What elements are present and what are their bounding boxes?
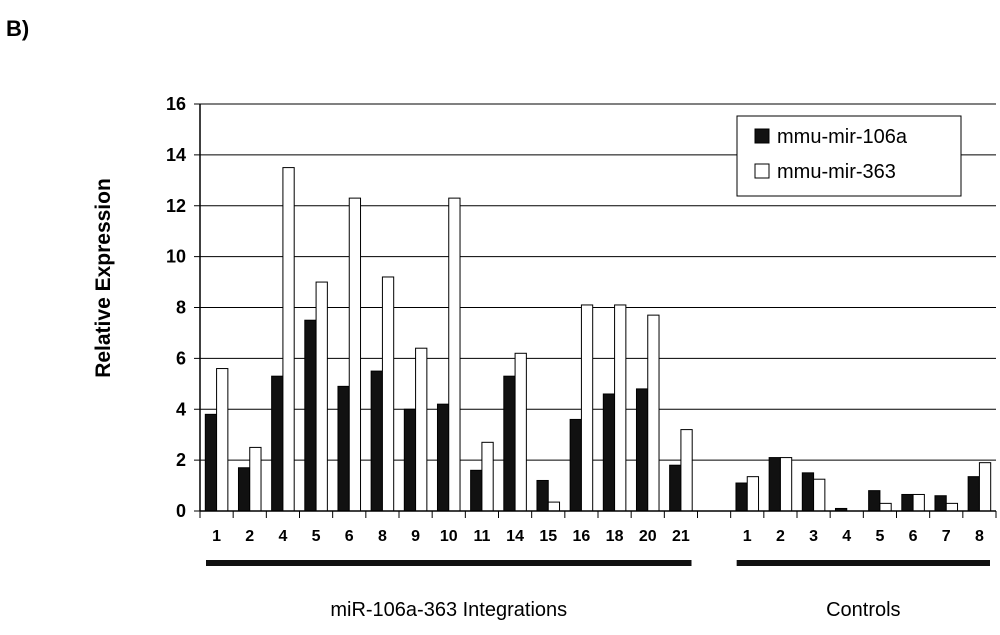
y-tick-label: 0 (176, 501, 186, 521)
bar-mmu-mir-363-21 (680, 429, 693, 512)
bar-mmu-mir-363-4 (282, 167, 295, 512)
bar-mmu-mir-363-6 (912, 493, 925, 512)
group-label: Controls (826, 599, 900, 621)
group-bracket-bar (206, 560, 692, 566)
legend-swatch (754, 163, 770, 179)
bar-mmu-mir-363-1 (746, 476, 760, 512)
x-tick-label: 16 (573, 528, 591, 545)
bar-mmu-mir-106a-6 (337, 385, 350, 512)
bar-mmu-mir-363-5 (315, 281, 328, 512)
y-tick-label: 6 (176, 348, 186, 368)
bar-mmu-mir-363-20 (647, 314, 660, 512)
y-tick-label: 12 (166, 196, 186, 216)
bar-mmu-mir-106a-9 (403, 408, 417, 512)
bar-mmu-mir-106a-1 (735, 482, 748, 512)
x-tick-label: 1 (743, 528, 752, 545)
y-tick-label: 16 (166, 94, 186, 114)
group-bracket-bar (736, 560, 990, 566)
x-tick-label: 4 (842, 528, 851, 545)
x-tick-label: 18 (606, 528, 624, 545)
x-tick-label: 2 (776, 528, 785, 545)
y-axis-ticks: 0 2 4 6 8 10 12 14 16 (166, 94, 200, 521)
y-tick-label: 10 (166, 247, 186, 267)
bar-mmu-mir-106a-18 (602, 393, 616, 512)
bar-mmu-mir-106a-7 (934, 495, 947, 512)
y-tick-label: 14 (166, 145, 186, 165)
bar-mmu-mir-363-11 (481, 441, 494, 512)
bar-mmu-mir-106a-8 (967, 476, 980, 512)
bar-mmu-mir-106a-21 (669, 464, 682, 512)
x-tick-label: 15 (539, 528, 557, 545)
group-label: miR-106a-363 Integrations (330, 599, 567, 621)
bar-mmu-mir-106a-8 (370, 370, 383, 512)
x-tick-label: 5 (312, 528, 321, 545)
bar-mmu-mir-106a-6 (901, 493, 914, 512)
panel-label: B) (6, 16, 29, 41)
bar-mmu-mir-363-10 (448, 197, 461, 512)
bar-mmu-mir-363-5 (879, 502, 892, 512)
y-tick-label: 4 (176, 399, 186, 419)
x-tick-label: 4 (278, 528, 287, 545)
bar-mmu-mir-106a-15 (536, 479, 549, 512)
bar-mmu-mir-106a-4 (271, 375, 284, 512)
x-tick-label: 14 (506, 528, 524, 545)
bar-mmu-mir-363-2 (249, 446, 262, 512)
x-tick-label: 9 (411, 528, 420, 545)
bar-mmu-mir-106a-16 (569, 418, 582, 512)
legend-entry: mmu-mir-363 (777, 161, 896, 183)
x-tick-label: 5 (875, 528, 884, 545)
x-tick-label: 1 (212, 528, 221, 545)
x-tick-label: 8 (378, 528, 387, 545)
bar-mmu-mir-106a-5 (868, 490, 881, 512)
bars (204, 167, 992, 512)
legend-entry: mmu-mir-106a (777, 126, 908, 148)
bar-mmu-mir-106a-11 (470, 469, 483, 512)
gridlines (200, 103, 996, 461)
x-axis-tick-labels: 1 2 4 5 6 8 9 10 11 14 15 16 18 20 21 1 2 3 4 5 6 7 8 (212, 528, 984, 545)
x-tick-label: 11 (473, 528, 490, 545)
x-tick-label: 2 (245, 528, 254, 545)
axes (199, 104, 997, 518)
x-tick-label: 7 (942, 528, 951, 545)
bar-mmu-mir-106a-2 (768, 457, 781, 512)
x-tick-label: 6 (345, 528, 354, 545)
x-tick-label: 8 (975, 528, 984, 545)
bar-mmu-mir-106a-3 (801, 472, 815, 512)
bar-mmu-mir-363-3 (813, 478, 826, 512)
y-axis-label: Relative Expression (92, 178, 115, 378)
bar-mmu-mir-363-18 (614, 304, 627, 512)
bar-mmu-mir-363-9 (415, 347, 428, 512)
bar-mmu-mir-363-8 (978, 462, 992, 512)
legend-swatch (754, 128, 770, 144)
bar-mmu-mir-363-16 (580, 304, 594, 512)
x-tick-label: 20 (639, 528, 657, 545)
bar-mmu-mir-106a-5 (304, 319, 317, 512)
bar-mmu-mir-106a-2 (237, 467, 251, 512)
group-brackets: miR-106a-363 Integrations Controls (206, 560, 990, 621)
bar-mmu-mir-106a-10 (436, 403, 450, 512)
bar-mmu-mir-363-8 (381, 276, 395, 512)
bar-mmu-mir-363-1 (216, 368, 229, 512)
bar-mmu-mir-106a-20 (635, 388, 649, 512)
x-tick-label: 6 (909, 528, 918, 545)
bar-mmu-mir-363-14 (514, 352, 527, 512)
bar-mmu-mir-363-2 (779, 457, 793, 512)
bar-mmu-mir-106a-14 (503, 375, 516, 512)
y-tick-label: 2 (176, 450, 186, 470)
bar-mmu-mir-363-15 (547, 501, 561, 512)
bar-mmu-mir-363-7 (945, 502, 959, 512)
legend: mmu-mir-106a mmu-mir-363 (736, 115, 962, 197)
x-tick-label: 10 (440, 528, 458, 545)
bar-mmu-mir-106a-1 (204, 413, 218, 512)
legend-box (736, 115, 962, 197)
x-tick-label: 21 (672, 528, 690, 545)
x-tick-label: 3 (809, 528, 818, 545)
y-tick-label: 8 (176, 298, 186, 318)
bar-mmu-mir-363-6 (348, 197, 362, 512)
